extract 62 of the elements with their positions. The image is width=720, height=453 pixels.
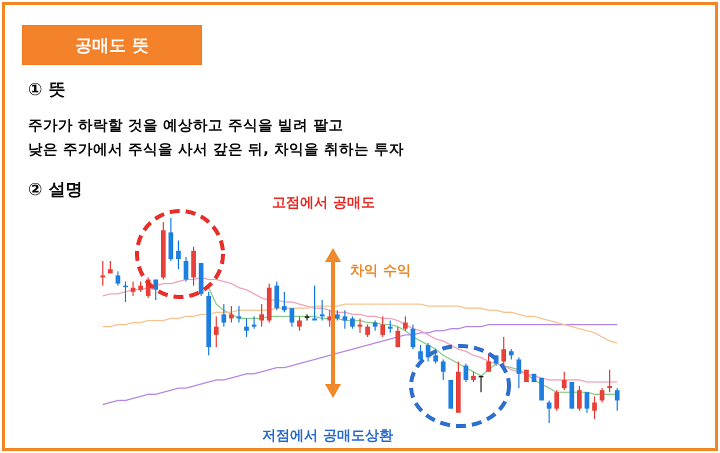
candlestick — [365, 324, 370, 338]
candlestick — [546, 400, 552, 424]
candlestick — [554, 390, 560, 412]
candlestick — [478, 375, 484, 393]
candlestick — [607, 369, 612, 393]
text: 고점에서 공매도 — [272, 194, 375, 212]
candlestick — [108, 260, 113, 274]
annotation: 차익 수익 — [350, 262, 411, 280]
candlestick — [236, 306, 242, 324]
candlestick — [592, 396, 597, 420]
candlestick — [350, 316, 355, 330]
candlestick — [464, 362, 468, 383]
candlestick — [388, 320, 393, 334]
text: ② 설명 — [28, 179, 82, 201]
candlestick — [259, 304, 264, 328]
candlestick — [184, 256, 188, 282]
candlestick — [274, 280, 280, 311]
candlestick — [282, 291, 287, 313]
candlestick — [138, 280, 143, 292]
candlestick — [100, 260, 106, 286]
candlestick — [584, 392, 590, 414]
candlestick — [312, 285, 317, 322]
candlestick — [176, 240, 181, 270]
candlestick — [562, 371, 567, 391]
candlestick — [130, 280, 136, 296]
candlestick — [418, 344, 423, 362]
candlestick — [290, 308, 294, 328]
text: ① 뜻 — [28, 79, 66, 101]
candlestick — [252, 316, 256, 330]
candlestick — [116, 270, 120, 286]
candlestick — [440, 358, 446, 381]
chart-title: 공매도 뜻 — [75, 34, 149, 56]
candlestick — [334, 310, 340, 322]
candlestick — [539, 377, 544, 402]
candlestick — [524, 369, 529, 383]
candlestick — [486, 352, 491, 372]
candlestick — [244, 318, 249, 338]
candlestick — [153, 278, 158, 301]
candlestick — [221, 304, 226, 328]
candlestick — [508, 348, 514, 360]
candlestick — [358, 318, 362, 334]
candlestick — [614, 388, 620, 412]
candlestick — [577, 386, 582, 412]
candlestick — [600, 388, 604, 404]
candlestick — [320, 299, 325, 322]
candlestick — [380, 316, 386, 338]
candlestick — [214, 316, 219, 348]
candlestick — [403, 316, 408, 332]
candlestick — [516, 356, 522, 389]
candlestick — [433, 348, 438, 364]
candlestick — [501, 336, 506, 366]
candlestick — [372, 320, 378, 332]
candlestick — [342, 310, 348, 330]
text: 낮은 주가에서 주식을 사서 갚은 뒤, 차익을 취하는 투자 — [28, 141, 404, 159]
text: 주가가 하락할 것을 예상하고 주식을 빌려 팔고 — [28, 117, 344, 135]
candlestick — [395, 326, 400, 348]
candlestick — [123, 280, 128, 303]
candlestick — [471, 371, 476, 383]
text: 저점에서 공매도상환 — [262, 427, 393, 445]
candlestick — [297, 316, 302, 332]
candlestick — [410, 324, 416, 350]
candlestick — [229, 306, 234, 324]
